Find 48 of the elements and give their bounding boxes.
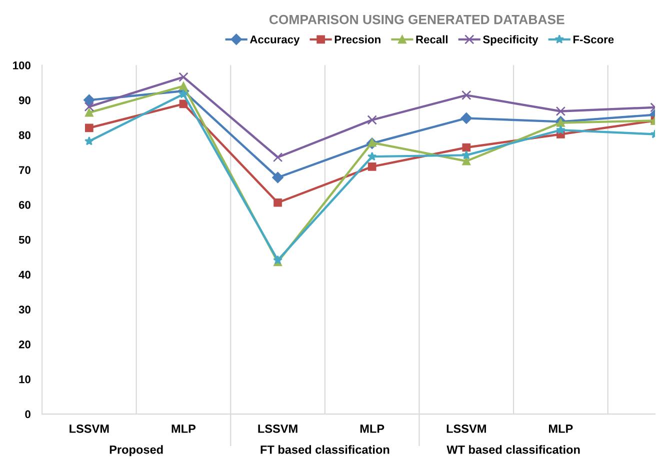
text: WT based classification	[446, 445, 580, 454]
legend-label: Precsion	[334, 35, 380, 44]
point	[556, 118, 565, 127]
point	[556, 125, 566, 134]
point	[84, 102, 94, 112]
x-tick-label: MLP	[360, 424, 384, 433]
point	[462, 90, 472, 100]
point	[179, 100, 188, 108]
legend-label: Specificity	[483, 35, 538, 46]
x-tick-label: LSSVM	[446, 424, 486, 433]
y-tick-label: 0	[25, 410, 30, 418]
point	[556, 106, 566, 116]
y-tick-label: 50	[18, 236, 30, 244]
y-tick-label: 80	[18, 131, 30, 140]
x-tick-label: MLP	[172, 424, 196, 433]
y-tick-label: 60	[18, 200, 30, 209]
point	[179, 82, 188, 90]
y-tick-label: 20	[18, 340, 30, 348]
y-tick-label: 90	[18, 96, 30, 104]
point	[274, 198, 282, 207]
point	[462, 143, 471, 152]
point	[85, 124, 94, 132]
y-tick-label: 10	[19, 375, 30, 384]
y-tick-label: 30	[18, 306, 30, 314]
point	[85, 108, 94, 117]
y-tick-label: 100	[13, 61, 30, 70]
point	[178, 89, 188, 98]
legend-label: Accuracy	[250, 36, 300, 46]
point	[460, 112, 472, 124]
point	[368, 162, 376, 171]
chart-title: COMPARISON USING GENERATED DATABASE	[269, 14, 564, 24]
legend-label: F-Score	[573, 36, 614, 44]
point	[272, 172, 284, 184]
point	[178, 72, 188, 82]
point	[272, 152, 283, 162]
point	[462, 150, 472, 160]
point	[84, 94, 95, 106]
y-tick-label: 40	[18, 270, 30, 279]
text: FT based classification	[260, 445, 390, 454]
legend-label: Recall	[416, 35, 448, 44]
text: Proposed	[110, 445, 163, 456]
y-tick-label: 70	[19, 166, 30, 174]
x-tick-label: MLP	[549, 424, 573, 433]
point	[367, 115, 377, 125]
x-tick-label: LSSVM	[258, 424, 298, 433]
x-tick-label: LSSVM	[70, 424, 109, 433]
point	[84, 136, 94, 146]
point	[367, 152, 377, 161]
